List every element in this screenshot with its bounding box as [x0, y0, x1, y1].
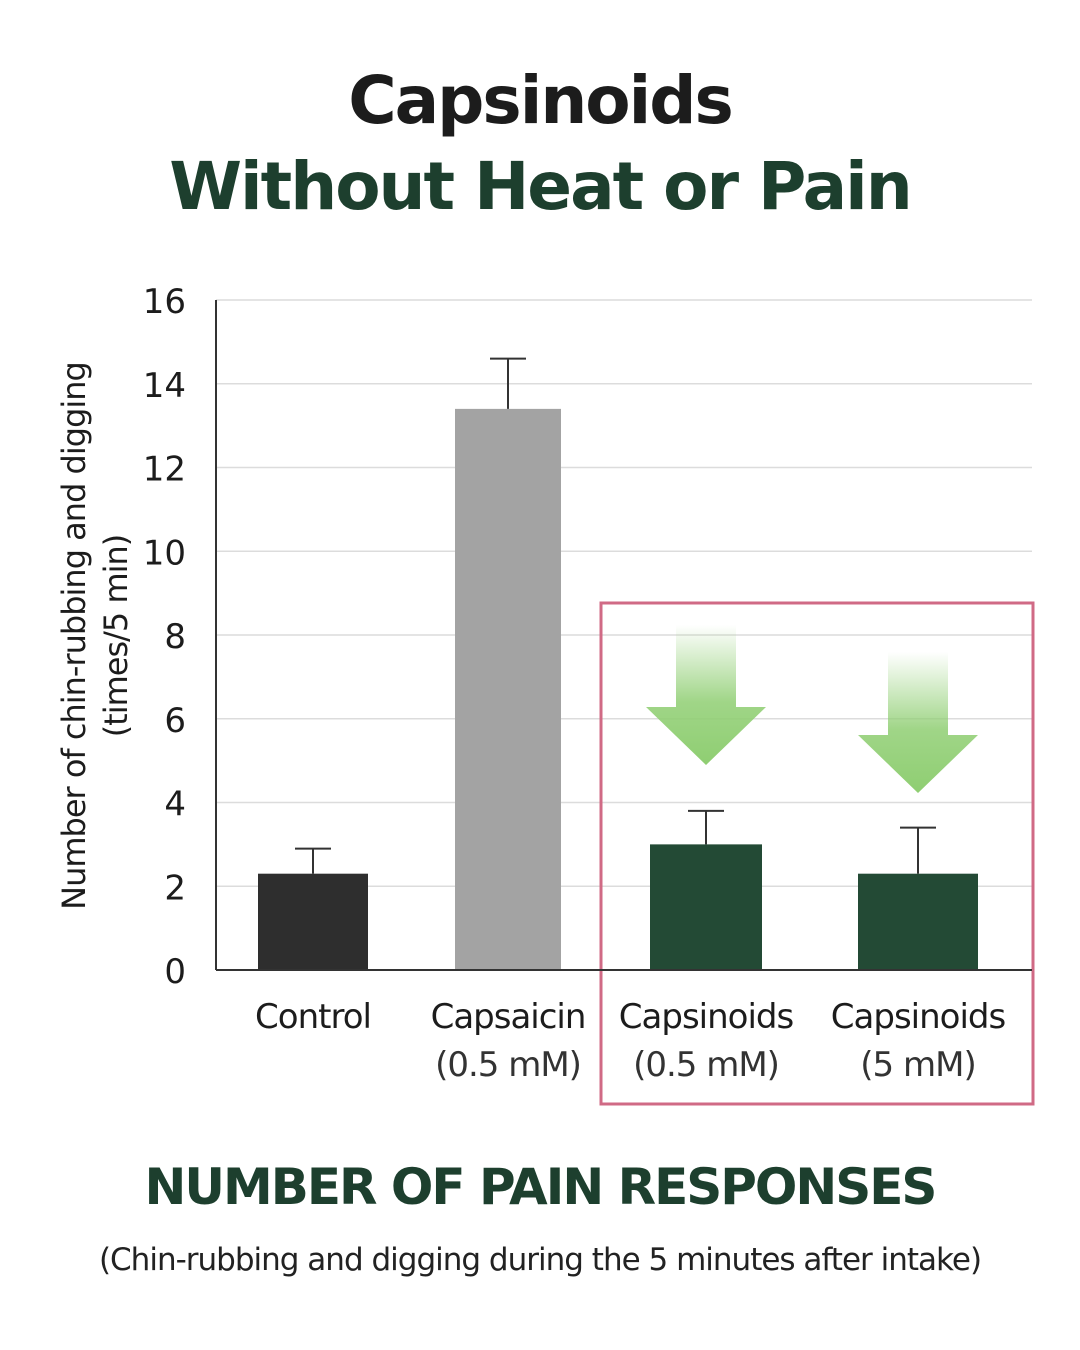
y-tick-label: 4: [164, 785, 186, 825]
x-tick-labels: Control Capsaicin (0.5 mM) Capsinoids (0.5 m…: [255, 997, 1006, 1085]
down-arrows: [646, 625, 978, 793]
x-tick-sublabel-3: (5 mM): [860, 1045, 975, 1085]
y-tick-label: 0: [164, 952, 186, 992]
down-arrow-0: [646, 625, 766, 765]
y-tick-label: 2: [164, 868, 186, 908]
down-arrow-1: [858, 652, 978, 793]
y-tick-labels: 0 2 4 6 8 10 12 14 16: [143, 282, 186, 992]
bar-1: [455, 408, 561, 970]
error-bars: [295, 357, 936, 874]
y-tick-label: 8: [164, 617, 186, 657]
y-tick-label: 14: [143, 366, 186, 406]
x-tick-label-2: Capsinoids: [619, 997, 794, 1037]
bar-3: [858, 873, 978, 970]
x-tick-label-0: Control: [255, 997, 371, 1037]
x-tick-label-1: Capsaicin: [431, 997, 586, 1037]
y-tick-label: 10: [143, 533, 186, 573]
x-tick-sublabel-2: (0.5 mM): [633, 1045, 779, 1085]
x-tick-label-3: Capsinoids: [831, 997, 1006, 1037]
chart-subcaption: (Chin-rubbing and digging during the 5 m…: [98, 1242, 982, 1278]
title-line-1: Capsinoids: [348, 62, 734, 139]
highlight-group: [599, 601, 1035, 1106]
chart-caption: NUMBER OF PAIN RESPONSES: [144, 1158, 938, 1216]
y-tick-label: 6: [164, 701, 186, 741]
y-tick-label: 16: [143, 282, 186, 322]
bar-2: [650, 844, 762, 970]
y-tick-label: 12: [143, 450, 186, 490]
x-tick-sublabel-1: (0.5 mM): [435, 1045, 581, 1085]
bar-0: [258, 873, 368, 970]
bars: [258, 408, 978, 970]
title-line-2: Without Heat or Pain: [169, 148, 913, 225]
axes: [215, 300, 1032, 971]
grid-lines: [216, 299, 1032, 887]
highlight-box: [599, 601, 1035, 1106]
bar-chart: 0 2 4 6 8 10 12 14 16 Control Capsaicin (0.5 mM) Ca…: [143, 282, 1035, 1106]
